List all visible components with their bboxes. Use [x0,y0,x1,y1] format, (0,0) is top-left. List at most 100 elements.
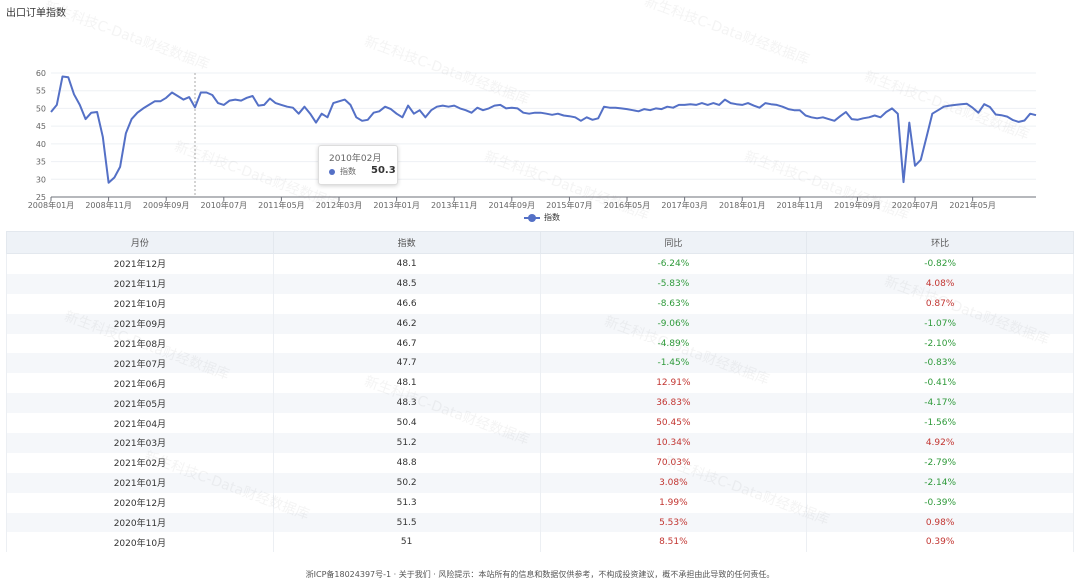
cell-yoy: 12.91% [539,373,808,394]
cell-index: 51.3 [272,492,541,513]
cell-mom: 4.92% [806,433,1074,453]
x-tick-label: 2015年07月 [546,200,593,210]
cell-month: 2021年04月 [6,413,274,434]
cell-index: 46.6 [272,293,541,314]
y-tick-label: 50 [36,104,46,113]
cell-yoy: 36.83% [539,393,808,414]
cell-yoy: 1.99% [539,492,808,513]
cell-mom: -2.14% [806,472,1074,493]
cell-index: 46.7 [272,333,541,354]
cell-month: 2021年01月 [6,472,274,493]
table-row: 2021年01月 50.2 3.08% -2.14% [6,472,1074,493]
cell-yoy: -8.63% [539,293,808,314]
cell-index: 48.8 [272,452,541,473]
cell-yoy: 70.03% [539,452,808,473]
cell-month: 2021年02月 [6,452,274,473]
column-header-mom[interactable]: 环比 [806,231,1074,254]
cell-mom: 0.87% [806,293,1074,314]
cell-yoy: 10.34% [539,433,808,453]
page-title: 出口订单指数 [6,8,66,19]
cell-index: 48.1 [272,373,541,394]
cell-month: 2021年06月 [6,373,274,394]
table-header-row: 月份 指数 同比 环比 [6,231,1074,254]
table-row: 2020年10月 51 8.51% 0.39% [6,532,1074,553]
chart-legend[interactable]: 指数 [524,212,560,223]
tooltip-marker-icon [329,169,335,175]
cell-mom: -2.10% [806,333,1074,354]
cell-month: 2021年11月 [6,273,274,294]
x-tick-label: 2019年09月 [834,200,881,210]
cell-mom: 4.08% [806,273,1074,294]
x-tick-label: 2010年07月 [201,200,248,210]
table-row: 2021年06月 48.1 12.91% -0.41% [6,373,1074,394]
cell-yoy: 5.53% [539,512,808,533]
x-tick-label: 2020年07月 [892,200,939,210]
cell-month: 2021年07月 [6,353,274,374]
y-tick-label: 40 [36,140,46,149]
cell-yoy: 8.51% [539,532,808,553]
x-tick-label: 2013年11月 [431,200,478,210]
legend-label: 指数 [544,213,560,222]
x-tick-label: 2018年11月 [777,200,824,210]
cell-index: 47.7 [272,353,541,374]
cell-index: 50.4 [272,413,541,434]
cell-month: 2021年08月 [6,333,274,354]
table-row: 2021年04月 50.4 50.45% -1.56% [6,413,1074,434]
table-row: 2021年10月 46.6 -8.63% 0.87% [6,293,1074,314]
cell-yoy: -6.24% [539,253,808,274]
x-tick-label: 2012年03月 [316,200,363,210]
y-tick-label: 45 [36,122,46,131]
table-row: 2021年12月 48.1 -6.24% -0.82% [6,253,1074,274]
cell-yoy: -9.06% [539,313,808,334]
cell-mom: -0.83% [806,353,1074,374]
x-tick-label: 2008年01月 [28,200,75,210]
table-row: 2021年09月 46.2 -9.06% -1.07% [6,313,1074,334]
cell-index: 51.2 [272,433,541,453]
cell-yoy: 50.45% [539,413,808,434]
y-tick-label: 55 [36,87,46,96]
column-header-yoy[interactable]: 同比 [539,231,808,254]
footer-disclaimer: 浙ICP备18024397号-1 · 关于我们 · 风险提示：本站所有的信息和数… [305,570,775,579]
line-chart[interactable]: 25 30 35 40 45 50 55 60 2008年01月 2008年11月 2009年09月… [0,0,1080,230]
series-line[interactable] [50,75,1037,184]
cell-mom: -2.79% [806,452,1074,473]
cell-yoy: -1.45% [539,353,808,374]
y-tick-label: 25 [36,193,46,202]
x-tick-label: 2009年09月 [143,200,190,210]
cell-month: 2020年10月 [6,532,274,553]
cell-month: 2020年11月 [6,512,274,533]
cell-yoy: -4.89% [539,333,808,354]
column-header-month[interactable]: 月份 [6,231,274,254]
cell-index: 51 [272,532,541,553]
table-row: 2021年02月 48.8 70.03% -2.79% [6,452,1074,473]
tooltip-time: 2010年02月 [329,154,382,164]
cell-mom: -4.17% [806,393,1074,414]
x-tick-label: 2017年03月 [661,200,708,210]
cell-mom: -0.39% [806,492,1074,513]
cell-index: 51.5 [272,512,541,533]
cell-month: 2021年10月 [6,293,274,314]
cell-index: 48.5 [272,273,541,294]
x-tick-label: 2008年11月 [85,200,132,210]
cell-month: 2021年03月 [6,433,274,453]
table-row: 2021年11月 48.5 -5.83% 4.08% [6,273,1074,294]
cell-yoy: 3.08% [539,472,808,493]
table-row: 2021年07月 47.7 -1.45% -0.83% [6,353,1074,374]
y-tick-label: 30 [36,175,46,184]
chart-tooltip: 2010年02月 指数 50.3 [318,145,398,185]
x-tick-label: 2013年01月 [373,200,420,210]
cell-month: 2021年09月 [6,313,274,334]
cell-yoy: -5.83% [539,273,808,294]
cell-mom: -0.41% [806,373,1074,394]
cell-mom: -0.82% [806,253,1074,274]
cell-index: 48.3 [272,393,541,414]
x-tick-label: 2011年05月 [258,200,305,210]
cell-mom: -1.56% [806,413,1074,434]
cell-month: 2021年05月 [6,393,274,414]
x-tick-label: 2016年05月 [604,200,651,210]
cell-mom: 0.98% [806,512,1074,533]
y-tick-label: 60 [36,69,46,78]
column-header-index[interactable]: 指数 [272,231,541,254]
tooltip-series-name: 指数 [340,167,356,176]
tooltip-value: 50.3 [371,165,396,176]
